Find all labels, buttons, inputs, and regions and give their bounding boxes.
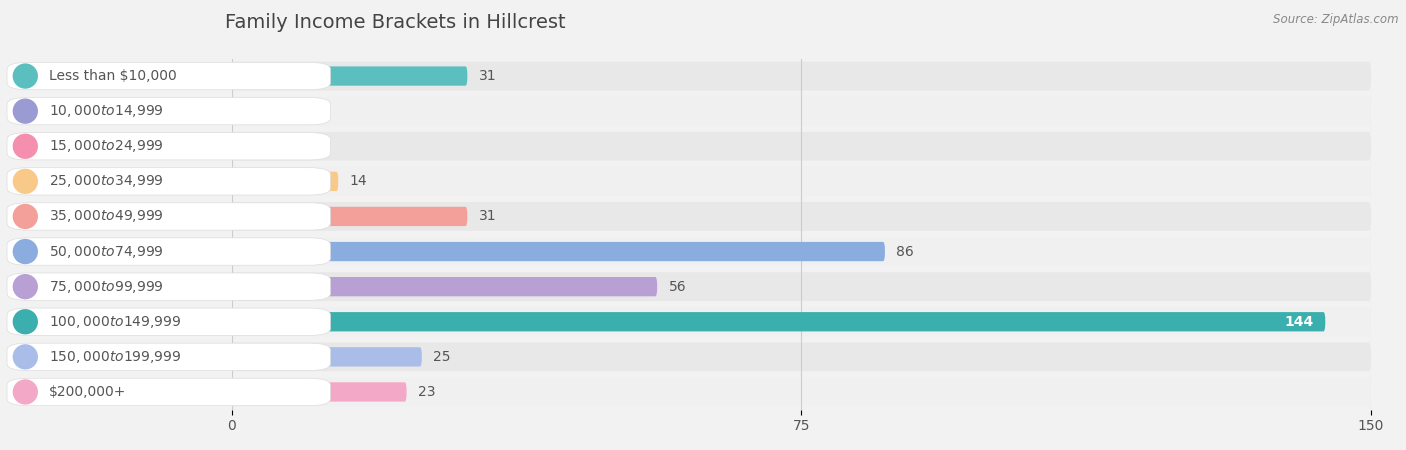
FancyBboxPatch shape [232,132,1371,161]
FancyBboxPatch shape [232,97,1371,126]
FancyBboxPatch shape [232,67,467,86]
Text: $35,000 to $49,999: $35,000 to $49,999 [49,208,165,225]
Text: $25,000 to $34,999: $25,000 to $34,999 [49,173,165,189]
Text: $75,000 to $99,999: $75,000 to $99,999 [49,279,165,295]
Text: $150,000 to $199,999: $150,000 to $199,999 [49,349,181,365]
Text: Less than $10,000: Less than $10,000 [49,69,177,83]
FancyBboxPatch shape [232,277,657,296]
Text: $200,000+: $200,000+ [49,385,127,399]
Text: $15,000 to $24,999: $15,000 to $24,999 [49,138,165,154]
FancyBboxPatch shape [232,307,1371,336]
Text: 86: 86 [897,244,914,259]
Text: Source: ZipAtlas.com: Source: ZipAtlas.com [1274,14,1399,27]
Text: $10,000 to $14,999: $10,000 to $14,999 [49,103,165,119]
FancyBboxPatch shape [232,312,1326,331]
FancyBboxPatch shape [232,237,1371,266]
FancyBboxPatch shape [232,202,1371,231]
Text: 23: 23 [418,385,436,399]
Text: 31: 31 [478,69,496,83]
FancyBboxPatch shape [232,342,1371,371]
FancyBboxPatch shape [232,167,1371,196]
FancyBboxPatch shape [232,62,1371,90]
Text: 31: 31 [478,209,496,224]
FancyBboxPatch shape [232,242,884,261]
FancyBboxPatch shape [232,207,467,226]
FancyBboxPatch shape [232,378,1371,406]
FancyBboxPatch shape [232,347,422,366]
Text: 0: 0 [243,139,252,153]
Text: 144: 144 [1285,315,1313,329]
Text: $50,000 to $74,999: $50,000 to $74,999 [49,243,165,260]
FancyBboxPatch shape [232,272,1371,301]
FancyBboxPatch shape [232,172,339,191]
FancyBboxPatch shape [232,382,406,401]
Text: 14: 14 [350,174,367,189]
Text: 56: 56 [669,279,686,294]
Text: 0: 0 [243,104,252,118]
Text: Family Income Brackets in Hillcrest: Family Income Brackets in Hillcrest [225,13,565,32]
Text: $100,000 to $149,999: $100,000 to $149,999 [49,314,181,330]
Text: 25: 25 [433,350,451,364]
